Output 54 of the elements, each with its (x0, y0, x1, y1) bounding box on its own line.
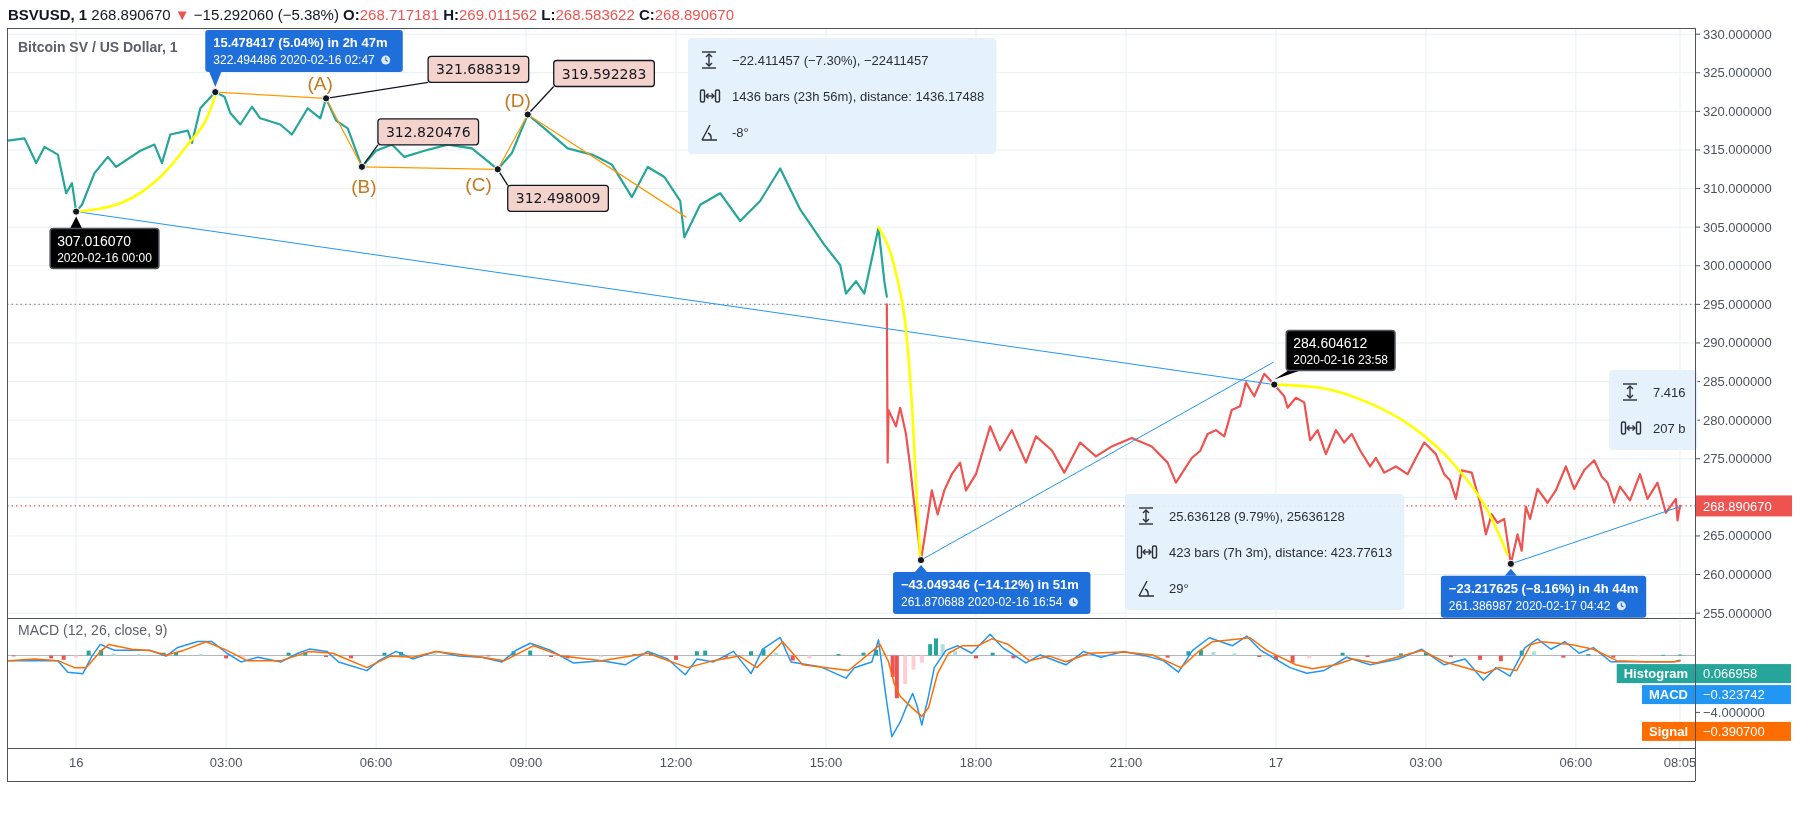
y-tick-label: 330.000000 (1703, 26, 1772, 42)
y-tick-label: 325.000000 (1703, 65, 1772, 81)
annotation: 284.604612 2020-02-16 23:58 (1293, 334, 1389, 367)
y-tick-label: 315.000000 (1703, 142, 1772, 158)
text: −0.323742 (1703, 687, 1765, 703)
y-tick-label: 300.000000 (1703, 258, 1772, 274)
y-tick-label: 265.000000 (1703, 528, 1772, 544)
y-tick-label: 295.000000 (1703, 296, 1772, 312)
y-tick-label: 290.000000 (1703, 335, 1772, 351)
ref-line-label: 268.890670 (1703, 498, 1772, 514)
y-tick-label: 305.000000 (1703, 219, 1772, 235)
series-label: MACD (1649, 687, 1689, 703)
x-tick-label: 18:00 (959, 755, 993, 770)
y-tick-label: 280.000000 (1703, 412, 1772, 428)
annotation: (D) (504, 89, 531, 111)
text: 0.066958 (1703, 666, 1758, 682)
text: −4.000000 (1703, 704, 1765, 720)
y-tick-label: 260.000000 (1703, 567, 1772, 583)
chart-title: BSVUSD, 1 268.890670 ▼ −15.292060 (−5.38%) O:268.717181 H:269.011562 L:268.583622 C:268.890670 (8, 6, 735, 23)
x-tick-label: 15:00 (809, 755, 843, 770)
x-tick-label: 03:00 (1409, 755, 1443, 770)
text: 7.416 207 b (1653, 385, 1686, 436)
text: 25.636128 (9.79%), 25636128 423 bars (7h 3m), distance: 423.77613 29° (1169, 509, 1393, 596)
annotation: 312.820476 (385, 123, 471, 140)
annotation: −23.217625 (−8.16%) in 4h 44m 261.386987 2020-02-17 04:42 (1448, 580, 1639, 613)
annotation: (C) (465, 174, 492, 196)
y-tick-label: 275.000000 (1703, 451, 1772, 467)
annotation: 312.498009 (515, 190, 601, 207)
x-tick-label: 21:00 (1109, 755, 1143, 770)
x-tick-label: 06:00 (1559, 755, 1593, 770)
y-tick-label: 310.000000 (1703, 181, 1772, 197)
x-tick-label: 16 (68, 755, 84, 770)
chart-title: MACD (12, 26, close, 9) (18, 622, 168, 638)
y-tick-label: 285.000000 (1703, 374, 1772, 390)
text: Bitcoin SV / US Dollar, 1 (18, 39, 178, 55)
x-tick-label: 09:00 (509, 755, 543, 770)
x-tick-label: 17 (1268, 755, 1284, 770)
y-tick-label: 255.000000 (1703, 605, 1772, 621)
x-tick-label: 03:00 (209, 755, 243, 770)
text: −0.390700 (1703, 723, 1765, 739)
text: Signal (1648, 723, 1689, 739)
annotation: 319.592283 (561, 65, 647, 82)
x-tick-label: 12:00 (659, 755, 693, 770)
x-tick-label: 06:00 (359, 755, 393, 770)
text: −22.411457 (−7.30%), −22411457 1436 bars (23h 56m), distance: 1436.17488 -8° (732, 53, 985, 140)
annotation: 15.478417 (5.04%) in 2h 47m 322.494486 2020-02-16 02:47 (213, 35, 388, 68)
x-tick-label: 08:05 (1663, 755, 1697, 770)
annotation: (B) (351, 175, 377, 197)
y-tick-label: 320.000000 (1703, 103, 1772, 119)
annotation: 321.688319 (436, 61, 521, 78)
annotation: −43.049346 (−14.12%) in 51m 261.870688 2020-02-16 16:54 (900, 577, 1079, 610)
annotation: 307.016070 2020-02-16 00:00 (57, 232, 153, 265)
series-label: Histogram (1623, 666, 1689, 682)
annotation: (A) (307, 73, 333, 95)
